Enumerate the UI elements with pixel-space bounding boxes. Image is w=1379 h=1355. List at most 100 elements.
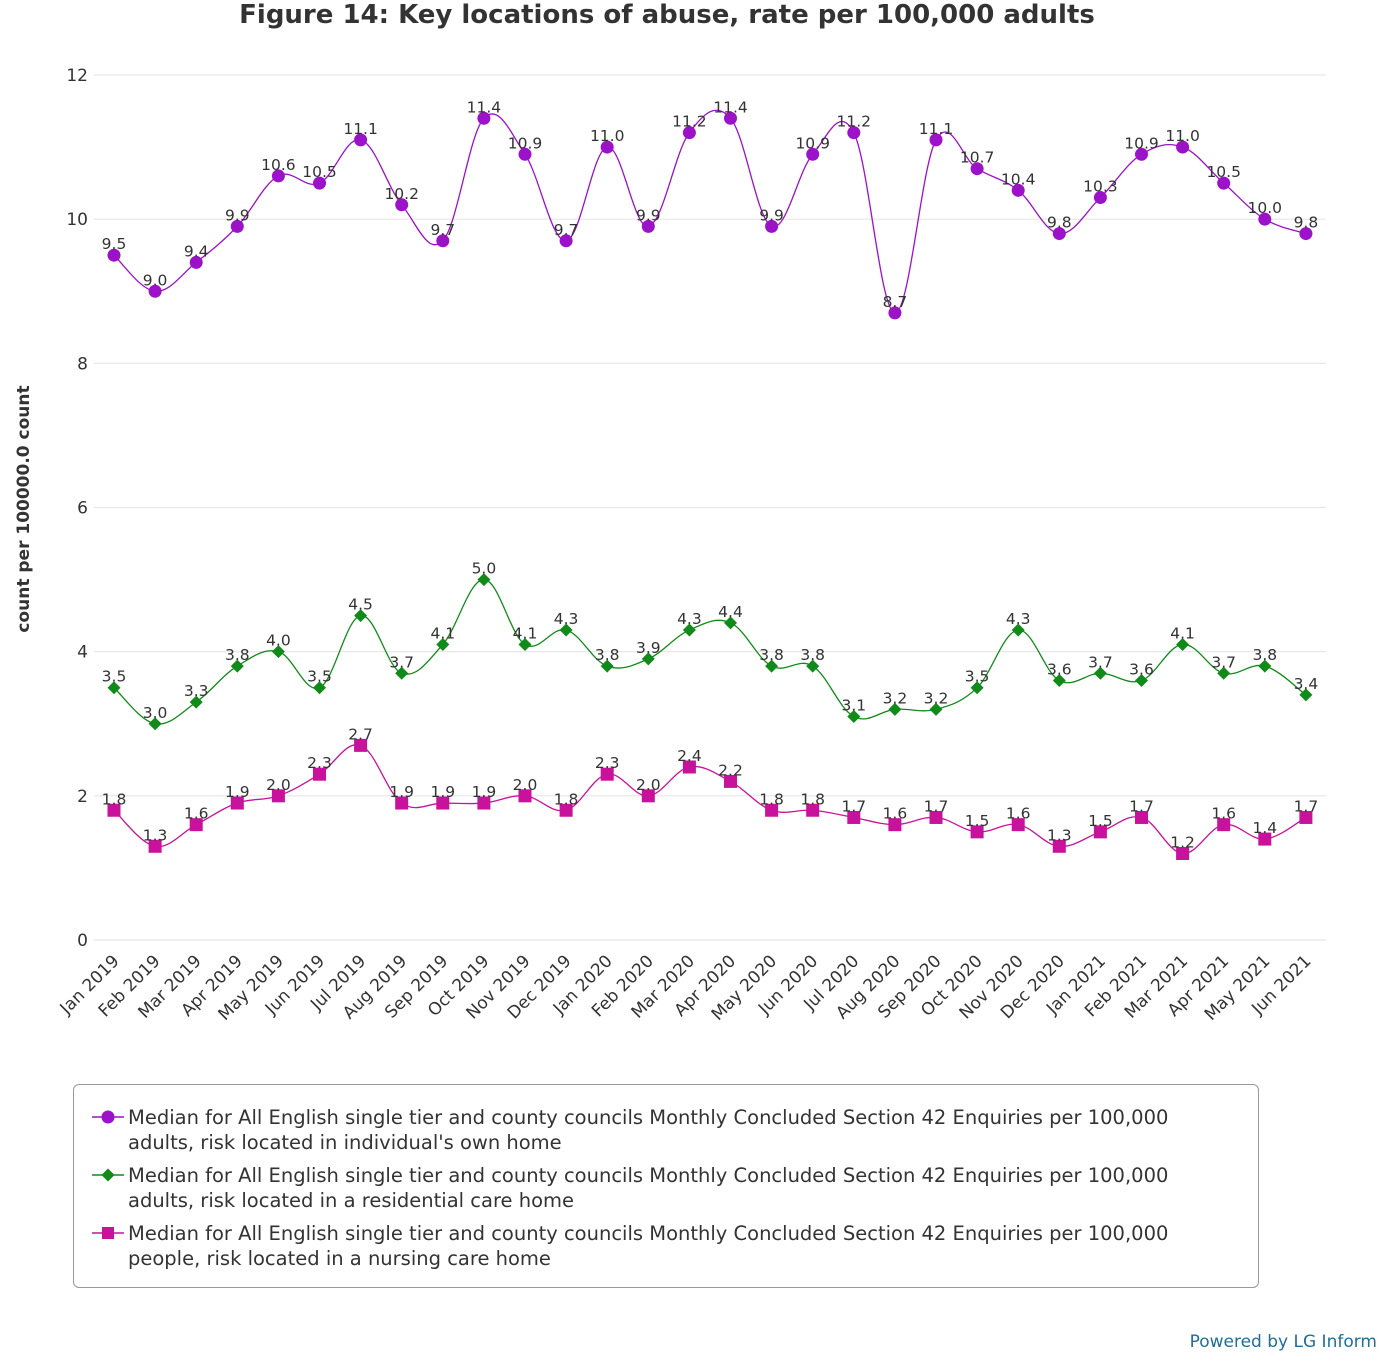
data-point-marker[interactable]: [847, 810, 861, 824]
data-point-marker[interactable]: [1093, 825, 1107, 839]
data-point-marker[interactable]: [970, 162, 984, 176]
data-point-marker[interactable]: [189, 818, 203, 832]
data-point-marker[interactable]: [477, 111, 491, 125]
data-point-marker[interactable]: [600, 140, 614, 154]
data-point-marker[interactable]: [929, 702, 943, 716]
data-point-marker[interactable]: [806, 147, 820, 161]
data-point-marker[interactable]: [148, 839, 162, 853]
data-point-marker[interactable]: [518, 789, 532, 803]
data-point-marker[interactable]: [600, 767, 614, 781]
data-point-marker[interactable]: [1093, 191, 1107, 205]
legend-item-residential-care-home[interactable]: Median for All English single tier and c…: [88, 1163, 1244, 1213]
data-point-marker[interactable]: [1258, 659, 1272, 673]
data-point-marker[interactable]: [600, 659, 614, 673]
data-point-marker[interactable]: [436, 234, 450, 248]
data-point-marker[interactable]: [641, 652, 655, 666]
data-point-marker[interactable]: [313, 767, 326, 781]
data-point-marker[interactable]: [1299, 688, 1313, 702]
data-point-marker[interactable]: [1135, 674, 1148, 687]
data-point-marker[interactable]: [107, 681, 121, 695]
data-point-marker[interactable]: [1052, 839, 1066, 853]
data-point-marker[interactable]: [847, 710, 861, 724]
data-point-marker[interactable]: [1176, 847, 1190, 860]
data-point-marker[interactable]: [148, 284, 162, 298]
data-point-marker[interactable]: [1011, 623, 1025, 637]
data-point-marker[interactable]: [559, 803, 573, 817]
data-point-marker[interactable]: [436, 796, 450, 810]
data-point-marker[interactable]: [888, 702, 902, 716]
data-point-marker[interactable]: [1258, 212, 1272, 226]
data-point-marker[interactable]: [765, 803, 779, 817]
data-point-marker[interactable]: [1135, 147, 1148, 161]
data-point-marker[interactable]: [1011, 818, 1025, 832]
data-point-marker[interactable]: [1217, 176, 1231, 190]
data-point-marker[interactable]: [641, 219, 655, 233]
data-point-marker[interactable]: [888, 306, 902, 320]
data-point-marker[interactable]: [107, 248, 121, 262]
data-point-marker[interactable]: [189, 695, 203, 709]
data-point-marker[interactable]: [1299, 227, 1313, 241]
legend-item-nursing-care-home[interactable]: Median for All English single tier and c…: [88, 1221, 1244, 1271]
data-point-marker[interactable]: [313, 681, 326, 695]
data-point-marker[interactable]: [559, 234, 573, 248]
data-point-marker[interactable]: [518, 147, 532, 161]
data-point-marker[interactable]: [970, 825, 984, 839]
data-point-marker[interactable]: [806, 803, 820, 817]
data-point-marker[interactable]: [641, 789, 655, 803]
data-point-marker[interactable]: [1093, 666, 1107, 680]
data-point-marker[interactable]: [1135, 810, 1148, 824]
data-point-marker[interactable]: [436, 637, 450, 651]
data-label: 1.8: [102, 790, 127, 808]
data-point-marker[interactable]: [271, 169, 285, 183]
powered-by-link[interactable]: Powered by LG Inform: [1189, 1332, 1377, 1352]
data-point-marker[interactable]: [765, 659, 779, 673]
data-point-marker[interactable]: [518, 637, 532, 651]
data-point-marker[interactable]: [970, 681, 984, 695]
data-point-marker[interactable]: [395, 198, 409, 212]
data-point-marker[interactable]: [1052, 674, 1066, 687]
data-point-marker[interactable]: [724, 111, 737, 125]
data-point-marker[interactable]: [1176, 637, 1190, 651]
data-point-marker[interactable]: [847, 126, 861, 140]
data-point-marker[interactable]: [1176, 140, 1190, 154]
data-point-marker[interactable]: [682, 760, 696, 774]
data-point-marker[interactable]: [230, 659, 244, 673]
legend-circle-marker-icon: [92, 1110, 124, 1124]
data-point-marker[interactable]: [1217, 818, 1231, 832]
data-point-marker[interactable]: [148, 717, 162, 731]
data-point-marker[interactable]: [724, 774, 737, 788]
data-point-marker[interactable]: [682, 126, 696, 140]
data-point-marker[interactable]: [230, 219, 244, 233]
data-point-marker[interactable]: [1258, 832, 1272, 846]
data-point-marker[interactable]: [1052, 227, 1066, 241]
data-point-marker[interactable]: [189, 255, 203, 269]
data-point-marker[interactable]: [929, 810, 943, 824]
data-point-marker[interactable]: [477, 573, 491, 587]
legend-item-own-home[interactable]: Median for All English single tier and c…: [88, 1105, 1244, 1155]
data-point-marker[interactable]: [354, 738, 368, 752]
data-point-marker[interactable]: [477, 796, 491, 810]
data-label: 1.9: [430, 783, 455, 801]
data-point-marker[interactable]: [271, 645, 285, 659]
data-point-marker[interactable]: [1299, 810, 1313, 824]
data-point-marker[interactable]: [395, 666, 409, 680]
data-point-marker[interactable]: [559, 623, 573, 637]
data-point-marker[interactable]: [107, 803, 121, 817]
data-point-marker[interactable]: [354, 133, 368, 147]
data-point-marker[interactable]: [765, 219, 779, 233]
data-point-marker[interactable]: [271, 789, 285, 803]
data-point-marker[interactable]: [806, 659, 820, 673]
data-label: 9.0: [143, 271, 168, 289]
data-label: 9.7: [554, 221, 579, 239]
data-point-marker[interactable]: [313, 176, 326, 190]
data-point-marker[interactable]: [230, 796, 244, 810]
data-point-marker[interactable]: [724, 616, 737, 630]
data-point-marker[interactable]: [888, 818, 902, 832]
data-point-marker[interactable]: [354, 609, 368, 623]
data-point-marker[interactable]: [395, 796, 409, 810]
data-label: 9.8: [1047, 214, 1072, 232]
data-point-marker[interactable]: [929, 133, 943, 147]
data-point-marker[interactable]: [682, 623, 696, 637]
data-point-marker[interactable]: [1217, 666, 1231, 680]
data-point-marker[interactable]: [1011, 183, 1025, 197]
